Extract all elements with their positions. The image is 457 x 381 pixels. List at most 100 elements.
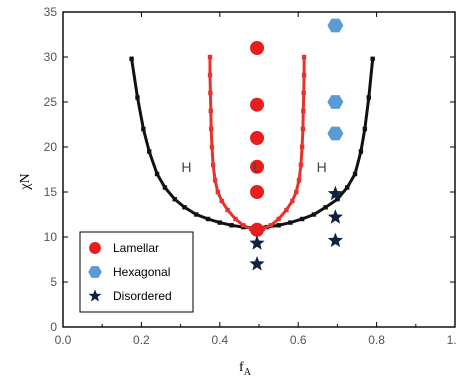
odt-boundary-marker <box>323 205 328 210</box>
y-axis-title: χN <box>18 173 33 190</box>
x-tick-label: 0.0 <box>55 333 72 347</box>
h-l-boundary-left-marker <box>225 207 230 213</box>
legend-lamellar-marker <box>89 242 101 254</box>
h-l-boundary-right-marker <box>301 54 307 60</box>
h-l-boundary-right-marker <box>268 223 273 228</box>
h-l-boundary-left-marker <box>207 72 213 78</box>
y-tick-label: 15 <box>44 185 58 199</box>
legend-hexagonal-label: Hexagonal <box>113 265 170 279</box>
h-l-boundary-right-marker <box>290 198 295 204</box>
odt-boundary-marker <box>129 56 134 61</box>
points-layer <box>249 18 344 271</box>
x-axis-title-subscript: A <box>244 367 252 378</box>
disordered-point <box>327 209 343 224</box>
x-tick-label: 0.6 <box>290 333 307 347</box>
y-tick-label: 35 <box>44 5 58 19</box>
h-l-boundary-left-marker <box>241 223 246 228</box>
disordered-point <box>327 232 343 248</box>
odt-boundary-marker <box>172 197 177 202</box>
odt-boundary-marker <box>162 185 168 190</box>
h-l-boundary-left-marker <box>209 144 215 150</box>
odt-boundary-marker <box>276 223 281 228</box>
h-l-boundary-left-marker <box>210 162 216 168</box>
odt-boundary-marker <box>299 216 305 222</box>
odt-boundary-marker <box>366 95 371 100</box>
lamellar-point <box>250 222 265 237</box>
x-tick-label: 0.8 <box>368 333 385 347</box>
h-l-boundary-right-marker <box>296 178 302 183</box>
y-tick-label: 20 <box>44 140 58 154</box>
odt-boundary-marker <box>345 185 350 190</box>
y-tick-label: 25 <box>44 95 58 109</box>
legend-disordered-label: Disordered <box>113 289 172 303</box>
odt-boundary-marker <box>194 212 199 217</box>
lamellar-point <box>250 97 265 112</box>
region-label: L <box>253 159 261 175</box>
disordered-point <box>327 185 343 201</box>
x-tick-label: 0.4 <box>211 333 228 347</box>
h-l-boundary-left-marker <box>233 216 238 222</box>
h-l-boundary-right-marker <box>300 126 306 132</box>
y-tick-label: 10 <box>44 230 58 244</box>
h-l-boundary-right-marker <box>301 72 307 78</box>
odt-boundary-marker <box>135 95 140 100</box>
legend: Lamellar Hexagonal Disordered <box>79 231 194 313</box>
odt-boundary-marker <box>358 149 364 154</box>
h-l-boundary-right-marker <box>301 90 306 96</box>
h-l-boundary-left-marker <box>208 90 213 96</box>
odt-boundary-marker <box>147 149 152 154</box>
x-tick-label: 0.2 <box>133 333 150 347</box>
odt-boundary-marker <box>288 220 293 225</box>
odt-boundary-marker <box>205 216 211 222</box>
odt-boundary-marker <box>154 171 160 177</box>
h-l-boundary-right-marker <box>276 216 281 222</box>
lamellar-point <box>250 159 265 174</box>
hexagonal-point <box>327 95 344 109</box>
y-tick-label: 30 <box>44 50 58 64</box>
region-label: H <box>317 159 327 175</box>
h-l-boundary-left-marker <box>208 108 213 114</box>
odt-boundary-marker <box>335 197 340 202</box>
axes-layer: 0.0 0.2 0.4 0.6 0.8 1.0 0 5 10 15 20 25 30 35 <box>44 5 457 347</box>
disordered-point <box>249 235 265 250</box>
y-tick-label: 5 <box>50 275 57 289</box>
h-l-boundary-right-line <box>256 57 306 233</box>
x-axis-title-main: f <box>239 360 244 375</box>
h-l-boundary-left-marker <box>219 198 224 204</box>
disordered-point <box>249 256 265 271</box>
region-label: H <box>181 159 191 175</box>
hexagonal-point <box>327 18 344 33</box>
lamellar-point <box>250 131 265 145</box>
odt-boundary-marker <box>352 171 358 177</box>
h-l-boundary-right-marker <box>299 144 305 150</box>
lamellar-point <box>250 185 265 199</box>
x-axis-title: fA <box>239 360 252 378</box>
odt-boundary-marker <box>311 212 317 217</box>
lamellar-point <box>250 41 265 55</box>
h-l-boundary-right-marker <box>294 189 299 195</box>
h-l-boundary-left-marker <box>215 189 221 195</box>
h-l-boundary-right-marker <box>301 108 306 114</box>
odt-boundary-marker <box>229 223 234 228</box>
h-l-boundary-left-marker <box>212 178 218 183</box>
odt-boundary-marker <box>141 126 146 132</box>
odt-boundary-line <box>130 58 375 230</box>
hexagonal-point <box>327 126 344 141</box>
x-tick-label: 1.0 <box>447 333 457 347</box>
h-l-boundary-right-marker <box>284 207 289 213</box>
odt-boundary-marker <box>217 220 222 225</box>
curves-layer <box>129 54 375 234</box>
odt-boundary-marker <box>182 205 187 210</box>
y-tick-label: 0 <box>50 320 57 334</box>
h-l-boundary-left-line <box>208 57 258 233</box>
h-l-boundary-left-marker <box>207 54 213 60</box>
h-l-boundary-left-marker <box>208 126 214 132</box>
legend-disordered-marker <box>88 289 102 302</box>
legend-hexagonal-marker <box>88 266 102 278</box>
h-l-boundary-right-marker <box>298 162 304 168</box>
odt-boundary-marker <box>370 56 375 61</box>
odt-boundary-marker <box>362 126 368 132</box>
legend-lamellar-label: Lamellar <box>113 241 159 255</box>
